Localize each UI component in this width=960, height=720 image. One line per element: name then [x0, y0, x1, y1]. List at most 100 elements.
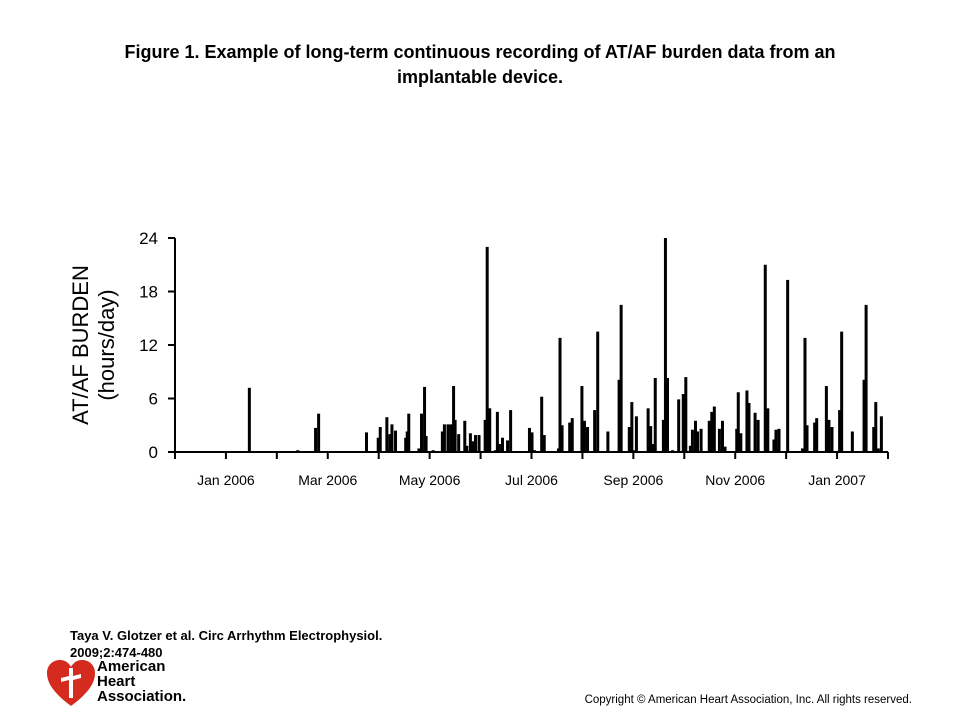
burden-bar: [684, 377, 688, 452]
burden-bar: [753, 412, 757, 452]
burden-bar: [407, 413, 411, 452]
y-axis-title-line-2: (hours/day): [94, 289, 119, 400]
burden-bar: [627, 427, 631, 452]
burden-bar: [442, 424, 446, 452]
burden-bar: [617, 379, 621, 452]
burden-bar: [696, 431, 700, 452]
burden-bar: [649, 426, 653, 452]
burden-bar: [596, 331, 600, 452]
burden-bar: [527, 427, 531, 452]
burden-bar: [840, 331, 844, 452]
burden-bar: [699, 428, 703, 452]
burden-bar: [838, 410, 842, 452]
burden-bar: [452, 386, 456, 452]
burden-bar: [681, 394, 685, 452]
burden-bar: [540, 396, 544, 452]
burden-bar: [735, 428, 739, 452]
burden-bar: [440, 431, 444, 452]
burden-bar: [317, 413, 321, 452]
burden-bar: [653, 377, 657, 452]
x-tick-label: May 2006: [399, 472, 461, 488]
burden-bar: [477, 435, 481, 452]
burden-bar: [777, 428, 781, 452]
burden-bar: [800, 448, 804, 452]
title-line-1: Figure 1. Example of long-term continuou…: [124, 42, 836, 62]
citation: Taya V. Glotzer et al. Circ Arrhythm Ele…: [70, 627, 382, 661]
burden-bar: [385, 417, 389, 452]
citation-line-2: 2009;2:474-480: [70, 645, 163, 660]
burden-bar: [453, 419, 457, 452]
burden-bar: [693, 420, 697, 452]
burden-bar: [630, 402, 634, 452]
burden-bar: [471, 441, 475, 452]
burden-bar: [850, 431, 854, 452]
burden-bar: [431, 450, 435, 452]
burden-bar: [651, 443, 655, 452]
y-tick-label: 18: [139, 283, 158, 302]
y-axis-title-line-1: AT/AF BURDEN: [68, 265, 93, 425]
aha-logo-icon: [47, 660, 95, 706]
burden-bar: [717, 428, 721, 452]
y-axis-title: AT/AF BURDEN (hours/day): [68, 265, 119, 425]
burden-bar: [556, 448, 560, 452]
logo-line-3: Association.: [97, 688, 187, 705]
burden-bar: [506, 440, 510, 452]
burden-bar: [457, 434, 461, 452]
burden-bar: [465, 445, 469, 452]
burden-bar: [314, 427, 318, 452]
burden-bar: [774, 429, 778, 452]
burden-bar: [423, 386, 427, 452]
burden-bar: [879, 416, 883, 452]
burden-bar: [632, 450, 636, 452]
burden-bar: [872, 427, 876, 452]
burden-bar: [500, 437, 504, 452]
x-tick-label: Mar 2006: [298, 472, 357, 488]
burden-bar: [568, 422, 572, 452]
title-line-2: implantable device.: [396, 67, 564, 87]
burden-bar: [247, 387, 251, 452]
y-tick-label: 12: [139, 336, 158, 355]
burden-bar: [876, 448, 880, 452]
burden-bar: [560, 425, 564, 452]
burden-bar: [376, 437, 380, 452]
aha-logo-text: American Heart Association.: [97, 659, 186, 704]
burden-bar: [404, 437, 408, 452]
burden-bar: [763, 264, 767, 452]
burden-bar: [468, 433, 472, 452]
burden-bar: [485, 246, 489, 452]
burden-bar: [827, 419, 831, 452]
y-tick-label: 6: [149, 390, 158, 409]
burden-bar: [582, 420, 586, 452]
x-tick-label: Sep 2006: [603, 472, 663, 488]
logo-line-1: American: [97, 658, 166, 675]
burden-bar: [405, 431, 409, 452]
burden-bar: [745, 390, 749, 452]
burden-bar: [815, 418, 819, 452]
burden-bar: [493, 450, 497, 452]
burden-bar: [378, 427, 382, 452]
burden-bar: [558, 337, 562, 452]
citation-line-1: Taya V. Glotzer et al. Circ Arrhythm Ele…: [70, 628, 383, 643]
burden-bar: [874, 402, 878, 452]
x-tick-label: Jul 2006: [505, 472, 558, 488]
x-tick-label: Jan 2007: [808, 472, 866, 488]
burden-bar: [533, 450, 537, 452]
burden-bar: [663, 238, 667, 452]
burden-bar: [394, 430, 398, 452]
burden-bar: [688, 445, 692, 452]
burden-bar: [570, 418, 574, 452]
burden-bar: [747, 402, 751, 452]
burden-bar: [483, 419, 487, 452]
burden-bar: [862, 379, 866, 452]
burden-bar: [766, 408, 770, 452]
burden-bar: [864, 304, 868, 452]
burden-bar: [580, 386, 584, 452]
burden-bar: [417, 448, 421, 452]
burden-bar: [586, 427, 590, 452]
burden-bar: [634, 416, 638, 452]
burden-bar: [473, 435, 477, 452]
burden-bar: [690, 429, 694, 452]
burden-bar: [646, 408, 650, 452]
burden-bar: [677, 399, 681, 452]
burden-bar: [424, 435, 428, 452]
